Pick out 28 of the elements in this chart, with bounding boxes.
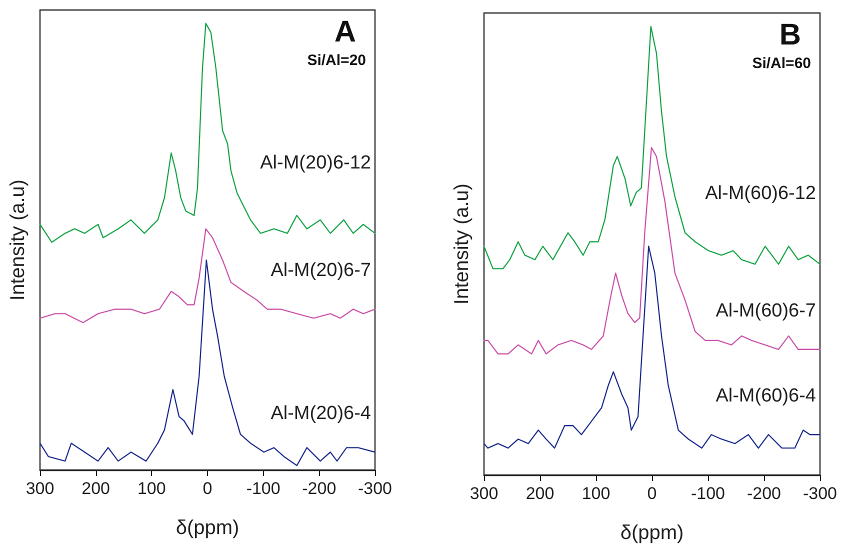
- series-label: Al-M(60)6-7: [716, 300, 816, 322]
- x-tick-label: -300: [358, 479, 392, 498]
- series-label: Al-M(60)6-4: [716, 386, 816, 407]
- x-tick-label: 200: [82, 479, 110, 498]
- series-label: Al-M(60)6-12: [705, 183, 816, 204]
- series-label: Al-M(20)6-7: [270, 260, 372, 282]
- x-tick-label: -200: [746, 484, 782, 503]
- x-tick-label: 0: [202, 479, 212, 498]
- chart-title: B: [779, 18, 802, 52]
- x-tick-label: -300: [802, 484, 838, 503]
- x-tick-label: 300: [26, 479, 54, 498]
- x-tick-label: 200: [526, 484, 554, 503]
- y-axis-title: Intensity (a.u): [7, 179, 29, 301]
- x-axis-title: δ(ppm): [176, 517, 240, 539]
- series-label: Al-M(20)6-4: [270, 403, 372, 424]
- x-tick-label: -100: [690, 484, 726, 503]
- y-axis-title: Intensity (a.u): [451, 183, 473, 305]
- text: Si/Al=20: [307, 52, 366, 69]
- x-axis-title: δ(ppm): [620, 522, 684, 544]
- x-tick-label: 300: [470, 484, 498, 503]
- x-tick-label: -200: [302, 479, 336, 498]
- series-label: Al-M(20)6-12: [260, 152, 372, 174]
- x-tick-label: -100: [246, 479, 280, 498]
- chart-title: A: [334, 16, 356, 48]
- x-tick-label: 0: [647, 484, 657, 503]
- text: Si/Al=60: [752, 55, 812, 72]
- x-tick-label: 100: [582, 484, 610, 503]
- x-tick-label: 100: [137, 479, 166, 498]
